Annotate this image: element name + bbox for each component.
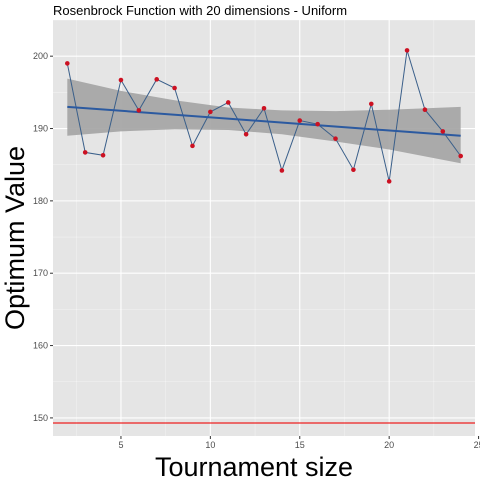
data-point xyxy=(136,108,142,113)
data-points xyxy=(65,48,463,184)
data-point xyxy=(65,61,70,66)
grid-major xyxy=(53,20,480,436)
data-point xyxy=(440,129,446,134)
data-point xyxy=(225,100,231,105)
data-point xyxy=(279,168,285,173)
data-point xyxy=(386,179,392,184)
data-point xyxy=(118,77,124,83)
data-point xyxy=(82,150,88,155)
data-point xyxy=(172,85,177,91)
x-axis-title: Tournament size xyxy=(155,452,353,480)
data-point xyxy=(100,152,106,158)
data-point xyxy=(243,132,249,137)
data-point xyxy=(351,167,356,173)
data-point xyxy=(190,143,195,149)
data-point xyxy=(297,118,303,123)
trend-line xyxy=(67,105,461,137)
data-point xyxy=(458,153,463,159)
x-tick-label: 15 xyxy=(295,440,305,450)
y-tick-label: 150 xyxy=(33,413,48,423)
x-tick-label: 25 xyxy=(474,440,480,450)
x-tick-label: 20 xyxy=(384,440,394,450)
y-tick-label: 190 xyxy=(33,124,48,134)
y-tick-label: 160 xyxy=(33,341,48,351)
data-point xyxy=(333,136,338,141)
y-tick-label: 180 xyxy=(33,196,48,206)
data-point xyxy=(208,109,213,115)
data-point xyxy=(315,121,320,127)
x-tick-label: 5 xyxy=(118,440,123,450)
y-axis-ticks: 150 160 170 180 190 200 xyxy=(33,51,53,423)
data-point xyxy=(154,77,160,82)
x-tick-label: 10 xyxy=(205,440,215,450)
y-tick-label: 200 xyxy=(33,51,48,61)
y-axis-title: Optimum Value xyxy=(0,146,30,330)
plot-panel xyxy=(53,20,475,436)
data-point xyxy=(261,105,267,111)
trend-segment xyxy=(67,105,461,137)
y-tick-label: 170 xyxy=(33,268,48,278)
data-point xyxy=(368,101,374,107)
data-point xyxy=(422,107,428,113)
data-point xyxy=(404,48,410,53)
chart-title: Rosenbrock Function with 20 dimensions -… xyxy=(53,3,347,18)
x-axis-ticks: 5 10 15 20 25 xyxy=(118,436,480,450)
